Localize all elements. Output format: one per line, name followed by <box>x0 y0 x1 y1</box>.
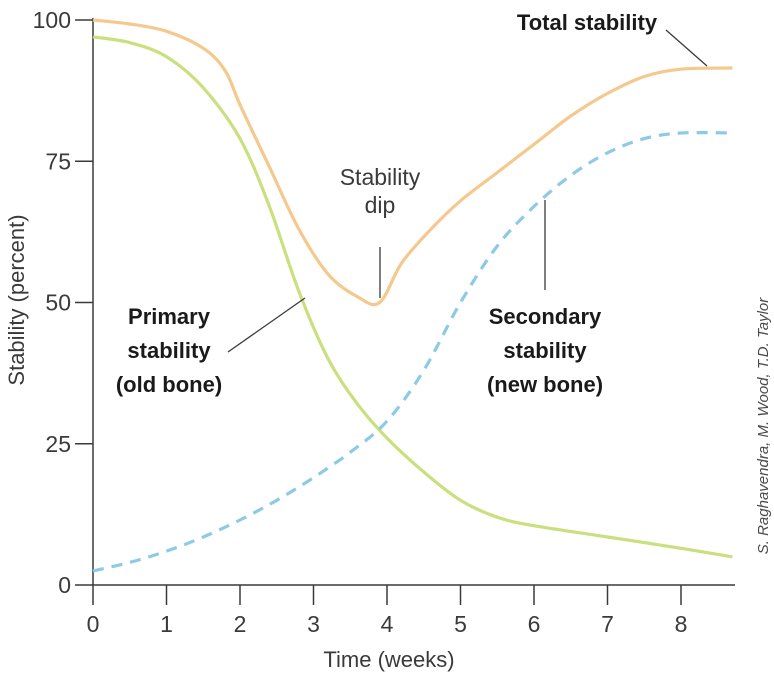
annotation-line: Total stability <box>517 10 658 35</box>
x-tick-label: 8 <box>675 611 688 637</box>
annotation-line: (old bone) <box>116 372 222 397</box>
annotation-line: stability <box>503 338 587 363</box>
x-tick-label: 4 <box>381 611 394 637</box>
y-tick-label: 50 <box>45 290 71 316</box>
x-tick-label: 7 <box>601 611 614 637</box>
annotation-line: stability <box>127 338 211 363</box>
total-stability-leader <box>665 29 708 67</box>
x-tick-label: 0 <box>87 611 100 637</box>
x-tick-label: 3 <box>307 611 320 637</box>
x-tick-label: 1 <box>160 611 173 637</box>
annotation-line: dip <box>365 192 396 218</box>
photo-credit: S. Raghavendra, M. Wood, T.D. Taylor <box>755 297 772 555</box>
y-axis-label: Stability (percent) <box>4 214 29 385</box>
primary-stability-line <box>92 35 733 559</box>
x-tick-label: 6 <box>528 611 541 637</box>
x-tick-label: 2 <box>234 611 247 637</box>
y-tick-label: 100 <box>33 7 71 33</box>
x-axis-label: Time (weeks) <box>323 647 454 672</box>
x-tick-label: 5 <box>454 611 467 637</box>
secondary-stability-annotation: Secondary stability (new bone) <box>487 304 603 397</box>
y-tick-label: 75 <box>45 148 71 174</box>
y-tick-label: 25 <box>45 431 71 457</box>
annotation-line: Secondary <box>489 304 602 329</box>
primary-stability-leader <box>227 297 306 353</box>
secondary-stability-line <box>92 131 733 573</box>
total-stability-annotation: Total stability <box>517 10 658 35</box>
annotation-line: (new bone) <box>487 372 603 397</box>
y-tick-label: 0 <box>58 572 71 598</box>
primary-stability-annotation: Primary stability (old bone) <box>116 304 222 397</box>
annotation-line: Stability <box>340 164 421 190</box>
annotation-line: Primary <box>128 304 211 329</box>
stability-dip-annotation: Stability dip <box>340 164 421 218</box>
total-stability-line <box>92 18 733 307</box>
